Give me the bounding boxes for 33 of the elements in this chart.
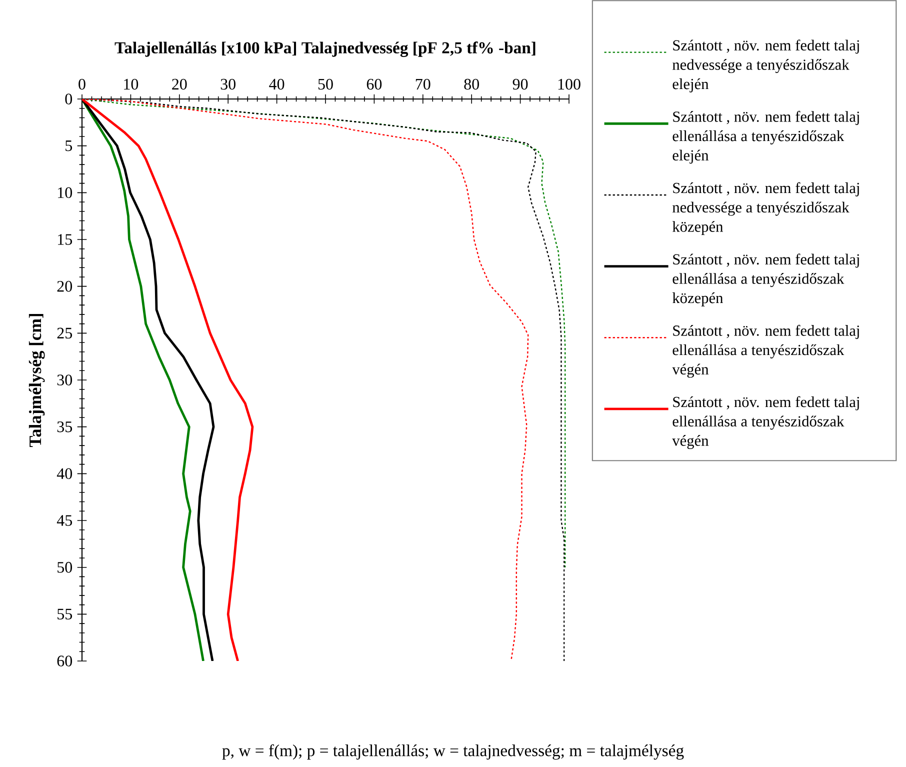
- y-tick-label: 10: [58, 187, 72, 198]
- y-tick-label: 15: [58, 234, 72, 245]
- y-tick-label: 50: [58, 562, 72, 573]
- x-tick-label: 0: [78, 78, 86, 90]
- legend-label: Szántott , növ. nem fedett talaj ellenállása a tenyészidőszak végén: [672, 324, 859, 378]
- legend-label: Szántott , növ. nem fedett talaj nedvessége a tenyészidőszak elején: [672, 40, 859, 92]
- y-tick-label: 5: [66, 140, 72, 152]
- y-tick-label: 40: [56, 468, 72, 480]
- x-tick-label: 50: [318, 78, 333, 90]
- legend-label: Szántott , növ. nem fedett talaj ellenállása a tenyészidőszak elején: [672, 110, 859, 164]
- y-axis-title: Talajmélység [cm]: [28, 314, 45, 448]
- legend-label: Szántott , növ. nem fedett talaj ellenállása a tenyészidőszak közepén: [672, 254, 859, 306]
- x-tick-label: 30: [220, 78, 236, 90]
- y-tick-label: 55: [58, 608, 72, 620]
- text: p, w = f(m); p = talajellenállás; w = talajnedvesség; m = talajmélység: [222, 744, 684, 760]
- x-tick-label: 40: [269, 78, 284, 90]
- y-tick-label: 30: [57, 374, 72, 386]
- y-tick-label: 45: [56, 515, 72, 526]
- y-tick-label: 0: [65, 94, 72, 104]
- legend-label: Szántott , növ. nem fedett talaj nedvessége a tenyészidőszak közepén: [672, 182, 859, 235]
- x-tick-label: 60: [366, 78, 382, 90]
- chart-title: Talajellenállás [x100 kPa] Talajnedvesség [pF 2,5 tf% -ban]: [114, 42, 536, 57]
- y-tick-label: 60: [57, 656, 72, 666]
- x-tick-label: 100: [558, 78, 580, 90]
- y-tick-label: 25: [57, 328, 72, 339]
- y-tick-label: 20: [57, 280, 72, 292]
- y-tick-label: 35: [57, 421, 72, 432]
- x-tick-label: 70: [416, 78, 430, 90]
- x-tick-label: 20: [172, 78, 187, 90]
- x-tick-label: 10: [124, 78, 138, 90]
- legend-label: Szántott , növ. nem fedett talaj ellenállása a tenyészidőszak végén: [672, 396, 859, 450]
- x-tick-label: 90: [512, 78, 528, 90]
- x-tick-label: 80: [464, 78, 479, 90]
